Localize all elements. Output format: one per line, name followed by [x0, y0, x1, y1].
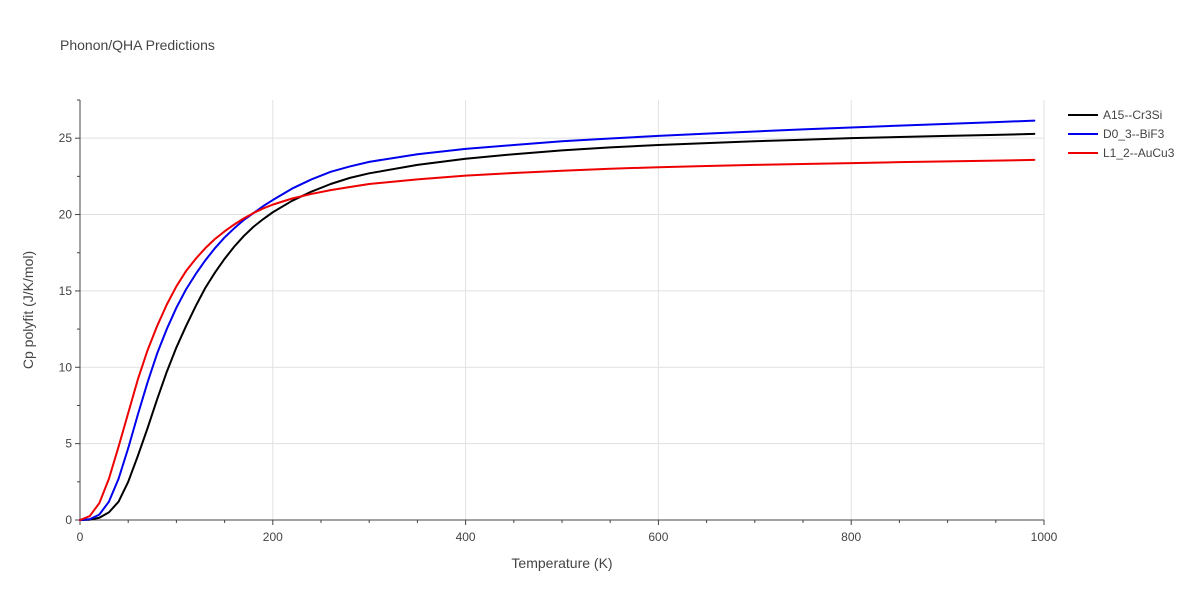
y-tick-labels: 0 5 10 15 20 25 [59, 131, 73, 527]
series-line-3 [79, 158, 1036, 521]
y-tick-label: 25 [59, 131, 73, 145]
legend-label: L1_2--AuCu3 [1103, 146, 1175, 160]
x-tick-label: 0 [77, 530, 84, 544]
series-line-2 [79, 119, 1036, 521]
x-tick-label: 800 [841, 530, 861, 544]
y-tick-label: 10 [59, 360, 73, 374]
x-tick-label: 600 [648, 530, 668, 544]
legend-label: A15--Cr3Si [1103, 108, 1162, 122]
y-tick-label: 5 [65, 437, 72, 451]
legend: A15--Cr3Si D0_3--BiF3 L1_2--AuCu3 [1068, 108, 1175, 160]
x-tick-labels: 0 200 400 600 800 1000 [77, 530, 1058, 544]
y-tick-label: 20 [59, 208, 73, 222]
series-line-1 [79, 132, 1036, 521]
x-tick-label: 400 [456, 530, 476, 544]
x-tick-label: 200 [263, 530, 283, 544]
legend-label: D0_3--BiF3 [1103, 127, 1165, 141]
x-axis-title: Temperature (K) [511, 555, 612, 571]
x-tick-label: 1000 [1031, 530, 1058, 544]
y-tick-label: 0 [65, 513, 72, 527]
y-tick-label: 15 [59, 284, 73, 298]
axes [75, 99, 1045, 525]
y-axis-title: Cp polyfit (J/K/mol) [20, 251, 36, 369]
chart-title: Phonon/QHA Predictions [60, 37, 215, 53]
series-lines [79, 119, 1036, 521]
